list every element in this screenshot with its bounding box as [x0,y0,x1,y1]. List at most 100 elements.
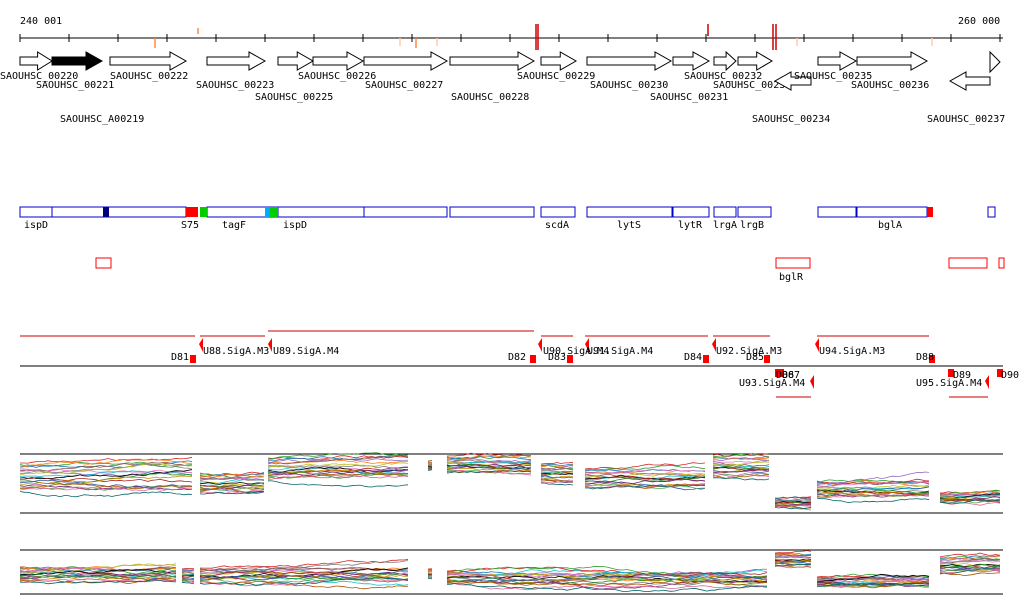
expression-profile [816,575,930,581]
expression-profile [584,478,706,485]
segment-flag [199,338,203,352]
domain-box [672,206,710,218]
segment-label: U92.SigA.M3 [716,346,782,357]
domain-box [277,206,365,218]
gene-arrow [51,51,104,71]
gene-label: SAOUHSC_00231 [650,92,728,103]
domain-box [363,206,448,218]
expression-profile [199,490,265,495]
expression-profile [816,582,930,589]
expression-profile [446,466,532,472]
expression-profile [939,498,1001,502]
segment-flag [538,338,542,352]
segment-label: D87 [782,370,800,381]
expression-profile [816,584,930,588]
expression-profile [200,476,265,481]
expression-profile [446,579,768,590]
domain-box [737,206,772,218]
expression-profile [774,563,811,567]
gene-name-label: bglA [878,220,902,231]
expression-profile [446,582,768,591]
gene-label: SAOUHSC_00232 [684,71,762,82]
expression-profile [774,550,812,554]
expression-profile [712,453,770,458]
expression-profile [19,461,193,468]
gene-name-label: S75 [181,220,199,231]
expression-profile [446,582,768,593]
domain-box [856,206,928,218]
expression-profile [446,465,532,471]
expression-profile [774,499,812,502]
expression-profile [19,563,177,574]
expression-profile [816,481,930,488]
expression-profile [199,486,265,493]
domain-track: ispD S75 tagF ispD scdA lytS lytR lrgA lrgB bglA [19,206,996,231]
expression-profile [199,574,409,581]
expression-profile [939,557,1001,561]
gene-arrow [737,51,773,71]
expression-profile [19,579,177,585]
domain-box [586,206,673,218]
expression-profile [816,582,930,587]
domain-box [987,206,996,218]
domain-mark [270,207,278,217]
expression-profile [20,456,193,464]
expression-profile [199,482,265,485]
expression-profile [540,479,574,483]
expression-profile [939,564,1001,569]
segment-flag [268,338,272,352]
expression-profile [181,569,195,573]
expression-track-lower [19,549,1003,595]
expression-profile [267,467,409,475]
segment-flag [985,375,989,389]
expression-profile [19,571,177,581]
segment-label: D83 [548,352,566,363]
expression-profile [774,560,812,563]
segment-label: D85 [746,352,764,363]
expression-profile [712,472,770,477]
expression-profile [939,490,1001,496]
gene-arrow [363,51,449,71]
expression-profile [19,491,193,498]
expression-profile [181,578,195,582]
expression-profile [540,461,574,465]
expression-profile [19,463,193,476]
segment-label: U95.SigA.M4 [916,378,982,389]
expression-profile [181,571,195,574]
expression-profile [267,473,409,479]
expression-profile [267,466,409,477]
expression-profile [267,452,409,460]
expression-profile [19,566,177,573]
expression-profile [774,562,812,566]
expression-profile [181,567,195,570]
expression-profile [584,480,706,491]
gene-label: SAOUHSC_00227 [365,80,443,91]
expression-profile [540,466,574,472]
expression-profile [181,580,195,584]
gene-label: SAOUHSC_00229 [517,71,595,82]
domain-mark [927,207,933,217]
expression-profile [712,465,770,470]
gene-arrow [856,51,929,71]
gene-label: SAOUHSC_00236 [851,80,929,91]
gene-label: SAOUHSC_00226 [298,71,376,82]
expression-profile [267,459,409,464]
expression-profile [816,582,930,587]
gene-label: SAOUHSC_00233 [713,80,791,91]
segment-label: D81 [171,352,189,363]
domain-mark [265,207,270,217]
expression-profile [181,575,195,578]
expression-profile [19,566,177,573]
expression-profile [427,462,433,465]
expression-profile [939,568,1000,572]
expression-profile [199,558,409,569]
expression-profile [446,454,532,460]
segment-label: D82 [508,352,526,363]
expression-profile [446,455,532,460]
expression-profile [19,569,177,576]
regulator-label: bglR [779,272,804,283]
expression-profile [940,555,1001,561]
gene-arrow [989,50,1001,74]
expression-profile [774,565,812,569]
